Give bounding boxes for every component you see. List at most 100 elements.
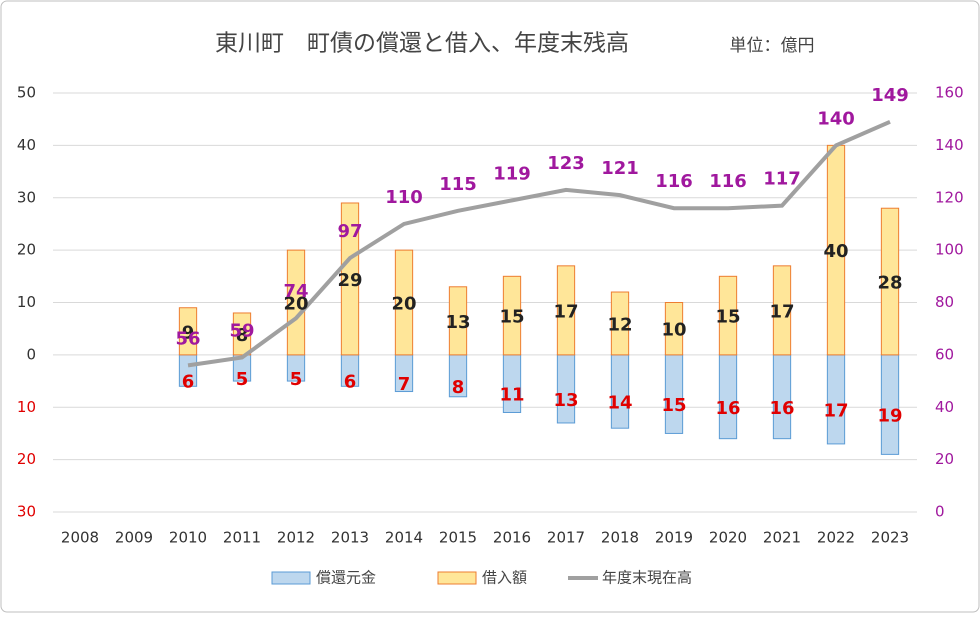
bar [178,307,198,356]
y2-tick-label: 160 [935,84,964,102]
bar [718,275,738,356]
y2-tick-label: 80 [935,293,954,311]
value-label: 11 [499,385,524,406]
y2-tick-label: 0 [935,503,945,521]
value-label: 123 [547,153,585,174]
x-tick-label: 2014 [385,529,423,547]
x-tick-label: 2008 [61,529,99,547]
value-label: 15 [715,307,740,328]
value-label: 20 [283,294,308,315]
balance-line [187,119,891,368]
value-label: 115 [439,174,477,195]
bar [718,354,738,440]
y-tick-label: 50 [17,84,36,102]
value-label: 12 [607,314,632,335]
value-label: 19 [877,406,902,427]
y-tick-label: 30 [17,503,36,521]
x-tick-label: 2011 [223,529,261,547]
y-tick-label: 10 [17,398,36,416]
bar [286,249,306,356]
y-tick-label: 20 [17,241,36,259]
x-tick-label: 2015 [439,529,477,547]
value-label: 117 [763,169,801,190]
bar [880,354,900,455]
value-label: 17 [769,301,794,322]
value-label: 17 [823,400,848,421]
value-label: 9 [182,322,195,343]
chart-title: 東川町 町債の償還と借入、年度末残高 [215,31,629,57]
bar [340,202,360,356]
y-tick-label: 20 [17,450,36,468]
bar [610,291,630,356]
value-label: 59 [229,320,254,341]
bar [556,265,576,356]
bar [610,354,630,429]
y2-tick-label: 100 [935,241,964,259]
legend-swatch [437,571,477,585]
value-label: 74 [283,281,308,302]
value-label: 140 [817,108,855,129]
value-label: 6 [182,372,195,393]
bar [880,207,900,356]
value-label: 10 [661,320,686,341]
value-label: 56 [175,328,200,349]
x-tick-label: 2021 [763,529,801,547]
value-label: 16 [715,398,740,419]
y2-tick-label: 40 [935,398,954,416]
bar [664,354,684,434]
value-label: 20 [391,294,416,315]
x-tick-label: 2023 [871,529,909,547]
x-tick-label: 2017 [547,529,585,547]
value-label: 119 [493,163,531,184]
value-label: 97 [337,221,362,242]
bar [394,249,414,356]
y2-tick-label: 120 [935,188,964,206]
y-tick-label: 30 [17,188,36,206]
value-label: 29 [337,270,362,291]
value-label: 15 [499,307,524,328]
bar [826,354,846,445]
chart-subtitle: 単位：億円 [730,36,815,56]
x-tick-label: 2009 [115,529,153,547]
x-tick-label: 2019 [655,529,693,547]
x-tick-label: 2013 [331,529,369,547]
value-label: 5 [290,369,303,390]
legend-label: 借入額 [482,569,527,587]
value-label: 110 [385,187,423,208]
y-tick-label: 40 [17,136,36,154]
value-label: 116 [655,171,693,192]
value-label: 8 [236,325,249,346]
value-label: 13 [553,390,578,411]
x-tick-label: 2018 [601,529,639,547]
bar [664,302,684,356]
x-tick-label: 2022 [817,529,855,547]
bar [448,286,468,356]
x-tick-label: 2016 [493,529,531,547]
legend-label: 年度末現在高 [602,569,692,587]
y-tick-label: 0 [26,345,36,363]
bar [232,312,252,356]
bar [502,275,522,356]
y2-tick-label: 140 [935,136,964,154]
value-label: 6 [344,372,357,393]
value-label: 14 [607,393,632,414]
y-tick-label: 10 [17,293,36,311]
value-label: 15 [661,395,686,416]
legend-label: 償還元金 [316,569,376,587]
value-label: 16 [769,398,794,419]
value-label: 40 [823,241,848,262]
value-label: 149 [871,85,909,106]
x-tick-label: 2010 [169,529,207,547]
x-tick-label: 2020 [709,529,747,547]
value-label: 28 [877,273,902,294]
y2-tick-label: 60 [935,345,954,363]
value-label: 5 [236,369,249,390]
value-label: 116 [709,171,747,192]
bar [772,354,792,440]
value-label: 121 [601,158,639,179]
value-label: 7 [398,374,411,395]
value-label: 8 [452,377,465,398]
value-label: 13 [445,312,470,333]
x-tick-label: 2012 [277,529,315,547]
